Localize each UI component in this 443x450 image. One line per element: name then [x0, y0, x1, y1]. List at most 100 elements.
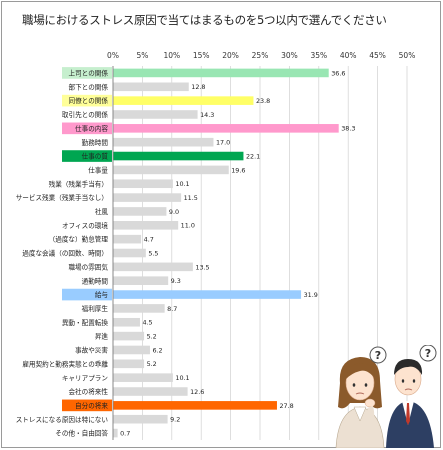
- x-tick-label: 10%: [163, 51, 180, 60]
- data-label: 11.0: [181, 222, 195, 230]
- data-label: 9.3: [171, 277, 181, 285]
- category-label-highlight: [62, 399, 112, 412]
- bar: [113, 290, 302, 299]
- bar: [113, 248, 146, 258]
- data-label: 12.6: [190, 388, 204, 396]
- data-label: 4.7: [144, 236, 154, 244]
- bar: [113, 359, 145, 369]
- x-tick-label: 45%: [369, 51, 386, 60]
- category-label-highlight: [62, 94, 112, 107]
- category-label: サービス残業（残業手当なし）: [16, 193, 108, 202]
- data-label: 5.2: [147, 360, 157, 368]
- category-label: 雇用契約と勤務実態との乖離: [22, 359, 108, 368]
- bar: [113, 151, 244, 161]
- bar: [113, 137, 214, 147]
- data-label: 10.1: [175, 374, 189, 382]
- question-mark-icon: ?: [419, 345, 437, 362]
- x-tick-label: 35%: [310, 51, 327, 60]
- bar: [113, 345, 150, 355]
- category-label: その他・自由回答: [55, 429, 108, 438]
- x-tick-label: 40%: [340, 51, 357, 60]
- data-label: 19.6: [231, 166, 245, 174]
- category-label-highlight: [62, 122, 112, 135]
- category-label: 過度な会議（の回数、時間）: [22, 249, 108, 258]
- bar: [113, 207, 167, 216]
- category-label: 社風: [95, 207, 109, 216]
- category-label: 職場の雰囲気: [68, 262, 108, 271]
- bar: [113, 82, 189, 92]
- bar: [113, 68, 329, 78]
- x-tick-label: 50%: [399, 51, 416, 60]
- category-label: 異動・配置転換: [62, 318, 109, 327]
- x-tick-label: 0%: [107, 51, 119, 60]
- bar: [113, 262, 193, 272]
- category-label: 昇進: [95, 332, 109, 341]
- bar: [113, 179, 173, 189]
- chart-title: 職場におけるストレス原因で当てはまるものを5つ以内で選んでください: [22, 13, 387, 27]
- category-label: 自分の将来: [75, 401, 108, 410]
- data-label: 10.1: [175, 180, 189, 188]
- svg-text:?: ?: [375, 349, 381, 362]
- data-label: 22.1: [246, 152, 260, 160]
- bar: [113, 234, 142, 244]
- people-thinking-illustration: ? ?: [335, 345, 437, 448]
- category-label: 勤務時間: [82, 138, 109, 147]
- bar: [113, 428, 118, 438]
- bar: [113, 304, 165, 313]
- bar: [113, 124, 339, 133]
- data-label: 4.5: [142, 319, 152, 327]
- data-label: 6.2: [152, 346, 162, 354]
- data-label: 5.2: [147, 333, 157, 341]
- category-label: オフィスの環境: [62, 221, 108, 230]
- category-label-highlight: [62, 67, 112, 79]
- category-label: （過度な）勤怠管理: [49, 235, 109, 244]
- data-label: 27.8: [279, 402, 293, 410]
- x-tick-label: 5%: [136, 51, 148, 60]
- data-label: 13.5: [195, 263, 209, 271]
- bar: [113, 193, 182, 202]
- woman-thinking-icon: [335, 357, 385, 448]
- bar: [113, 414, 168, 424]
- category-label-highlight: [62, 150, 112, 162]
- bar: [113, 331, 145, 341]
- category-label: 仕事の内容: [75, 124, 108, 133]
- data-label: 8.7: [167, 305, 177, 313]
- category-label-highlight: [62, 288, 112, 301]
- category-label: 給与: [95, 290, 108, 299]
- x-tick-label: 30%: [281, 51, 298, 60]
- category-label: 会社の将来性: [68, 387, 108, 396]
- category-label: 同僚との関係: [69, 96, 109, 105]
- data-label: 9.0: [169, 208, 179, 216]
- category-label: 仕事量: [88, 165, 108, 174]
- data-label: 17.0: [216, 139, 230, 147]
- man-thinking-icon: [386, 359, 434, 448]
- bar: [113, 110, 198, 119]
- data-label: 23.8: [256, 97, 270, 105]
- data-label: 0.7: [120, 429, 130, 437]
- bar: [113, 387, 188, 396]
- category-label: ストレスになる原因は特にない: [16, 415, 109, 424]
- bar: [113, 401, 277, 410]
- category-label: 取引先との関係: [62, 110, 108, 119]
- category-label: 事故や災害: [75, 346, 108, 355]
- category-label: 仕事の質: [82, 152, 109, 161]
- category-label: 残業（残業手当有）: [49, 179, 108, 188]
- bar: [113, 221, 179, 230]
- data-label: 9.2: [170, 416, 180, 424]
- x-tick-label: 25%: [252, 51, 269, 60]
- bar: [113, 165, 229, 175]
- question-mark-icon: ?: [369, 346, 387, 364]
- data-label: 14.3: [200, 111, 214, 119]
- x-tick-label: 20%: [222, 51, 239, 60]
- data-label: 12.8: [191, 83, 205, 91]
- svg-text:?: ?: [425, 347, 431, 360]
- bar: [113, 276, 169, 285]
- category-label: 福利厚生: [82, 304, 109, 313]
- category-label: 通勤時間: [82, 276, 109, 285]
- bar: [113, 96, 254, 105]
- x-tick-label: 15%: [193, 51, 210, 60]
- bar: [113, 317, 140, 327]
- data-label: 5.5: [148, 249, 158, 257]
- category-label: 部下との関係: [69, 82, 109, 91]
